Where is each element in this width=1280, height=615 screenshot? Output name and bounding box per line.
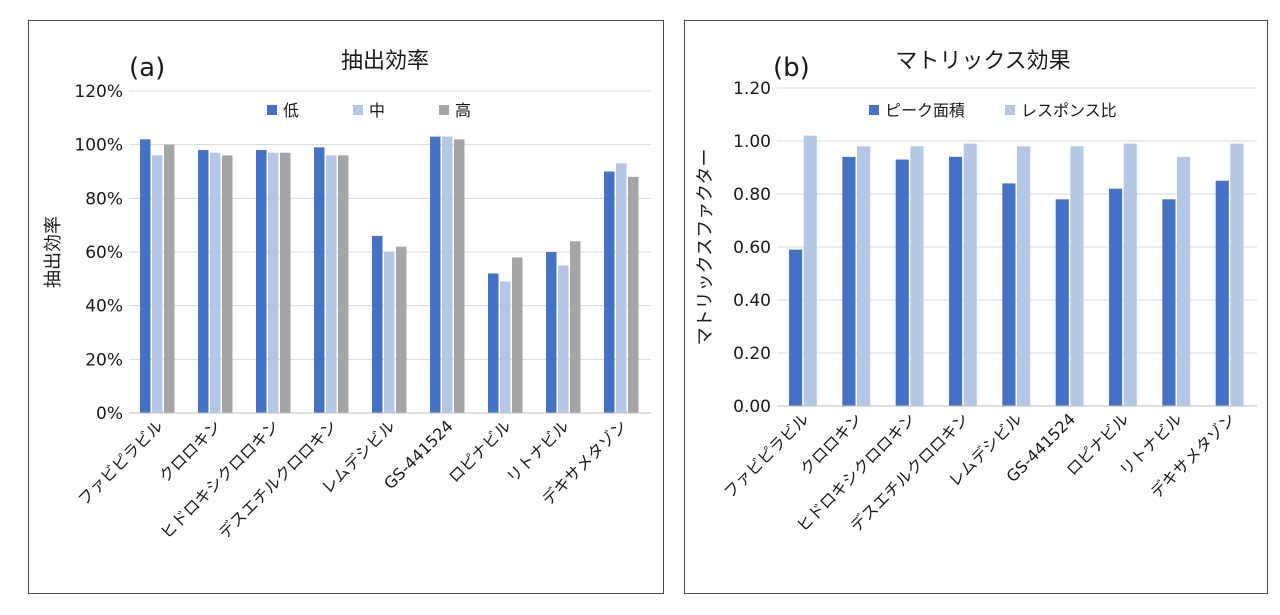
bar: [268, 152, 279, 413]
bar: [337, 155, 349, 413]
bar: [789, 249, 803, 406]
bar: [198, 150, 209, 414]
bar: [163, 144, 175, 413]
bar: [963, 143, 977, 406]
bar: [210, 152, 221, 413]
bar: [372, 235, 383, 413]
y-tick-label: 0.20: [733, 344, 771, 364]
bar: [1215, 180, 1229, 406]
bar: [453, 139, 465, 414]
legend-label: 低: [283, 101, 299, 120]
bar: [152, 155, 163, 413]
legend-swatch: [439, 105, 449, 115]
chart-panel-extraction-efficiency: 0% 20% 40% 60% 80% 100% 120% ファビピラビル クロロキン ヒドロキシク…: [28, 20, 664, 594]
y-tick-label: 60%: [85, 243, 123, 263]
y-axis-label: 抽出効率: [43, 216, 64, 288]
bar: [1055, 199, 1069, 406]
legend-label: 高: [455, 101, 471, 120]
y-tick-label: 40%: [85, 297, 123, 317]
bar: [326, 155, 337, 413]
bar: [279, 152, 291, 413]
bar: [842, 156, 856, 406]
bar: [314, 147, 325, 413]
bar: [1177, 156, 1191, 406]
bar: [949, 156, 963, 406]
y-tick-label: 1.20: [733, 79, 771, 99]
bar: [1230, 143, 1244, 406]
bar: [488, 273, 499, 413]
y-tick-label: 0.00: [733, 397, 771, 417]
bar: [511, 257, 523, 413]
panel-label: (a): [129, 53, 165, 83]
bar: [500, 281, 511, 413]
bar: [1109, 188, 1123, 406]
y-tick-label: 20%: [85, 350, 123, 370]
y-tick-label: 80%: [85, 189, 123, 209]
y-tick-label: 0.60: [733, 238, 771, 258]
bar: [1017, 146, 1031, 407]
bar: [1123, 143, 1137, 406]
extraction-efficiency-chart: 0%20%40%60%80%100%120%ファビピラビルクロロキンヒドロキシク…: [43, 49, 651, 543]
bar: [1002, 183, 1016, 406]
y-tick-label: 120%: [74, 82, 123, 102]
bar: [616, 163, 627, 413]
x-category-label: ロピナビル: [445, 416, 515, 486]
legend-label: ピーク面積: [885, 101, 965, 120]
bar: [803, 135, 817, 406]
x-category-label: ファビピラビル: [720, 409, 813, 502]
y-axis-label: マトリックスファクター: [695, 149, 716, 346]
legend-swatch: [1005, 105, 1015, 115]
bar: [546, 252, 557, 413]
legend-label: レスポンス比: [1021, 101, 1117, 120]
bar: [430, 136, 441, 413]
y-tick-label: 1.00: [733, 132, 771, 152]
matrix-effect-chart: 0.000.200.400.600.801.001.20ファビピラビルクロロキン…: [695, 49, 1257, 536]
bar: [910, 146, 924, 407]
bar: [558, 265, 569, 413]
x-category-label: ファビピラビル: [74, 416, 167, 509]
bar: [569, 241, 581, 413]
bar: [395, 246, 407, 413]
bar: [857, 146, 871, 407]
y-tick-label: 100%: [74, 136, 123, 156]
bar: [627, 176, 639, 413]
chart-title: 抽出効率: [341, 49, 429, 74]
y-tick-label: 0%: [96, 404, 123, 424]
bar: [442, 136, 453, 413]
bar: [140, 139, 151, 414]
bar: [256, 150, 267, 414]
legend-swatch: [869, 105, 879, 115]
y-tick-label: 0.80: [733, 185, 771, 205]
chart-title: マトリックス効果: [895, 49, 1070, 74]
bar: [895, 159, 909, 406]
panel-label: (b): [773, 53, 810, 83]
legend-label: 中: [369, 101, 385, 120]
chart-panel-matrix-effect: 0.00 0.20 0.40 0.60 0.80 1.00 1.20 ファビピラビル クロロキン…: [684, 20, 1268, 594]
bar: [604, 171, 615, 413]
bar: [221, 155, 233, 413]
legend-swatch: [353, 105, 363, 115]
bar: [384, 252, 395, 413]
legend-swatch: [267, 105, 277, 115]
bar: [1070, 146, 1084, 407]
y-tick-label: 0.40: [733, 291, 771, 311]
bar: [1162, 199, 1176, 406]
